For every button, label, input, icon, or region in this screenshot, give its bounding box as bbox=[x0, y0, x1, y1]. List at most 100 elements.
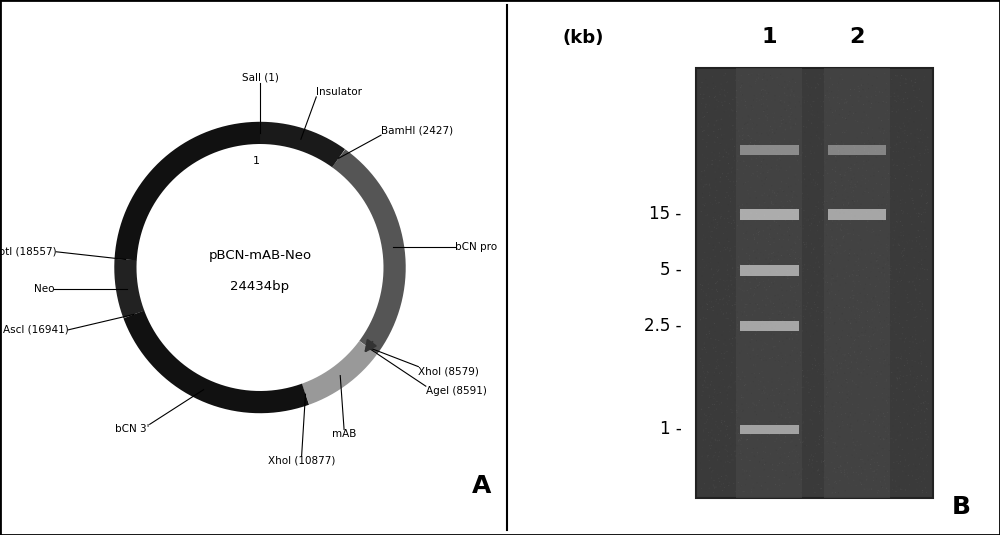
Point bbox=[867, 164, 883, 172]
Point bbox=[911, 345, 927, 354]
Point bbox=[695, 387, 711, 396]
Point bbox=[706, 391, 722, 400]
Point bbox=[728, 429, 744, 437]
Point bbox=[832, 165, 848, 174]
Point bbox=[919, 461, 935, 469]
Point bbox=[897, 424, 913, 433]
Point bbox=[907, 78, 923, 87]
Point bbox=[825, 111, 841, 120]
Point bbox=[764, 378, 780, 386]
Point bbox=[721, 449, 737, 458]
Point bbox=[779, 191, 795, 200]
Point bbox=[870, 406, 886, 414]
Point bbox=[778, 116, 794, 124]
Point bbox=[917, 398, 933, 406]
Point bbox=[766, 277, 782, 286]
Point bbox=[883, 321, 899, 330]
Point bbox=[782, 99, 798, 108]
Point bbox=[744, 146, 760, 154]
Point bbox=[820, 146, 836, 155]
Point bbox=[729, 98, 745, 106]
Point bbox=[746, 231, 762, 239]
Point bbox=[807, 300, 823, 309]
Point bbox=[693, 124, 709, 133]
Point bbox=[750, 351, 766, 360]
Point bbox=[868, 420, 884, 429]
Point bbox=[787, 220, 803, 229]
Point bbox=[848, 380, 864, 389]
Point bbox=[762, 486, 778, 495]
Point bbox=[700, 305, 716, 314]
Point bbox=[821, 142, 837, 150]
Point bbox=[699, 180, 715, 188]
Point bbox=[709, 295, 725, 304]
Point bbox=[801, 195, 817, 203]
Point bbox=[700, 451, 716, 460]
Point bbox=[912, 338, 928, 346]
Point bbox=[824, 195, 840, 203]
Point bbox=[751, 457, 767, 466]
Point bbox=[838, 98, 854, 107]
Point bbox=[702, 258, 718, 267]
Point bbox=[758, 255, 774, 264]
Point bbox=[730, 429, 746, 438]
Point bbox=[881, 175, 897, 184]
Point bbox=[850, 255, 866, 263]
Point bbox=[790, 149, 806, 157]
Point bbox=[889, 359, 905, 368]
Point bbox=[713, 83, 729, 92]
Point bbox=[836, 150, 852, 159]
Point bbox=[765, 200, 781, 209]
Point bbox=[842, 303, 858, 312]
Point bbox=[905, 345, 921, 354]
Point bbox=[908, 462, 924, 471]
Point bbox=[844, 272, 860, 281]
Point bbox=[768, 273, 784, 282]
Point bbox=[911, 479, 927, 487]
Point bbox=[894, 446, 910, 455]
Point bbox=[824, 233, 840, 241]
Point bbox=[859, 316, 875, 325]
Point bbox=[820, 169, 836, 178]
Point bbox=[721, 247, 737, 255]
Point bbox=[755, 472, 771, 481]
Point bbox=[871, 268, 887, 276]
Point bbox=[913, 468, 929, 477]
Point bbox=[859, 355, 875, 364]
Point bbox=[825, 246, 841, 254]
Point bbox=[849, 304, 865, 312]
Point bbox=[830, 369, 846, 377]
Point bbox=[748, 254, 764, 262]
Point bbox=[858, 93, 874, 101]
Point bbox=[772, 156, 788, 165]
Point bbox=[734, 311, 750, 320]
Point bbox=[895, 467, 911, 476]
Point bbox=[822, 225, 838, 234]
Point bbox=[816, 227, 832, 236]
Point bbox=[833, 461, 849, 470]
Point bbox=[872, 421, 888, 430]
Point bbox=[800, 107, 816, 116]
Point bbox=[694, 109, 710, 117]
Point bbox=[910, 419, 926, 428]
Point bbox=[716, 131, 732, 139]
Point bbox=[865, 316, 881, 324]
Point bbox=[714, 98, 730, 106]
Point bbox=[791, 135, 807, 144]
Point bbox=[769, 161, 785, 170]
Point bbox=[766, 426, 782, 435]
Point bbox=[714, 85, 730, 94]
Point bbox=[708, 437, 724, 445]
Point bbox=[875, 436, 891, 445]
Point bbox=[699, 370, 715, 379]
Point bbox=[705, 302, 721, 311]
Point bbox=[806, 106, 822, 115]
Point bbox=[912, 258, 928, 266]
Point bbox=[701, 412, 717, 421]
Point bbox=[750, 231, 766, 239]
Point bbox=[866, 417, 882, 426]
Point bbox=[879, 247, 895, 255]
Point bbox=[784, 381, 800, 389]
Point bbox=[714, 115, 730, 124]
Point bbox=[809, 322, 825, 330]
